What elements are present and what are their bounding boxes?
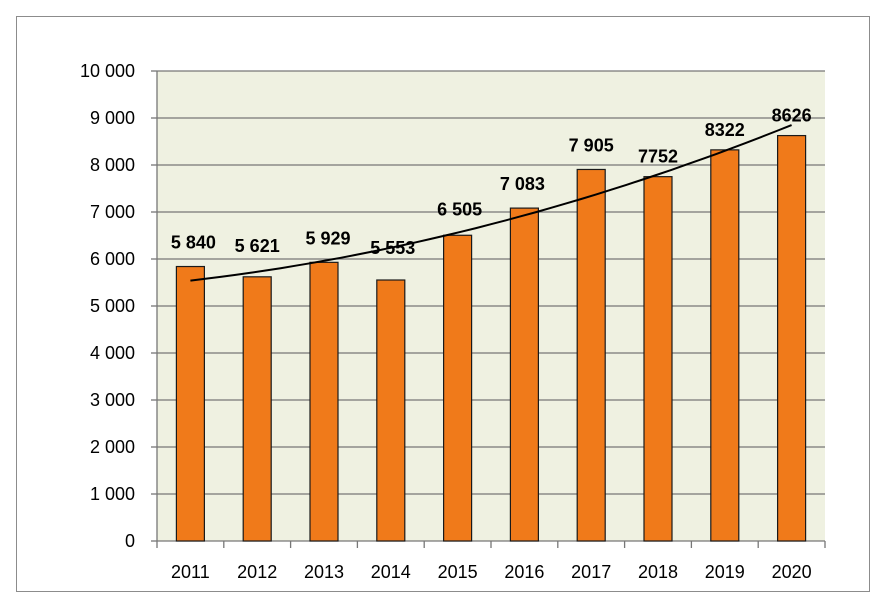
- y-tick-label: 0: [125, 531, 135, 551]
- data-label-2011: 5 840: [171, 233, 216, 253]
- bar-2011: [175, 265, 205, 542]
- x-tick-label: 2011: [171, 562, 210, 582]
- data-label-2019: 8322: [705, 120, 745, 140]
- bars: [175, 134, 807, 542]
- x-tick-label: 2013: [304, 562, 344, 582]
- x-tick-label: 2012: [237, 562, 277, 582]
- data-label-2017: 7 905: [569, 135, 614, 155]
- y-tick-label: 2 000: [90, 437, 135, 457]
- data-label-2015: 6 505: [437, 199, 482, 219]
- bar-2019: [710, 149, 740, 542]
- x-tick-label: 2017: [571, 562, 611, 582]
- y-tick-label: 9 000: [90, 108, 135, 128]
- trendline: [190, 124, 792, 282]
- bar-2014: [376, 279, 406, 542]
- bar-2020: [776, 134, 807, 542]
- y-tick-label: 10 000: [80, 61, 135, 81]
- x-tick-label: 2020: [772, 562, 812, 582]
- data-labels: 5 840 5 621 5 929 5 553 6 505 7 083 7 905 7752 8…: [171, 106, 812, 258]
- data-label-2016: 7 083: [500, 174, 545, 194]
- y-tick-label: 8 000: [90, 155, 135, 175]
- y-tick-label: 6 000: [90, 249, 135, 269]
- x-tick-label: 2014: [371, 562, 411, 582]
- data-label-2014: 5 553: [370, 238, 415, 258]
- bar-2015: [443, 234, 473, 542]
- y-tick-label: 4 000: [90, 343, 135, 363]
- data-label-2012: 5 621: [235, 236, 280, 256]
- x-tick-label: 2018: [638, 562, 678, 582]
- y-tick-label: 7 000: [90, 202, 135, 222]
- bar-2018: [643, 176, 673, 542]
- x-axis: 2011 2012 2013 2014 2015 2016 2017 2018 2019 2020: [156, 540, 826, 582]
- x-tick-label: 2019: [705, 562, 745, 582]
- bar-2017: [576, 168, 606, 542]
- data-label-2013: 5 929: [305, 228, 350, 248]
- data-label-2018: 7752: [638, 147, 678, 167]
- data-label-2020: 8626: [772, 106, 812, 126]
- bar-2016: [509, 207, 539, 542]
- y-tick-label: 5 000: [90, 296, 135, 316]
- y-tick-label: 1 000: [90, 484, 135, 504]
- bar-2012: [242, 276, 272, 542]
- y-axis: 0 1 000 2 000 3 000 4 000 5 000 6 000 7 000 8 00…: [80, 61, 158, 551]
- x-tick-label: 2015: [438, 562, 478, 582]
- bar-2013: [309, 261, 339, 542]
- y-tick-label: 3 000: [90, 390, 135, 410]
- x-tick-label: 2016: [504, 562, 544, 582]
